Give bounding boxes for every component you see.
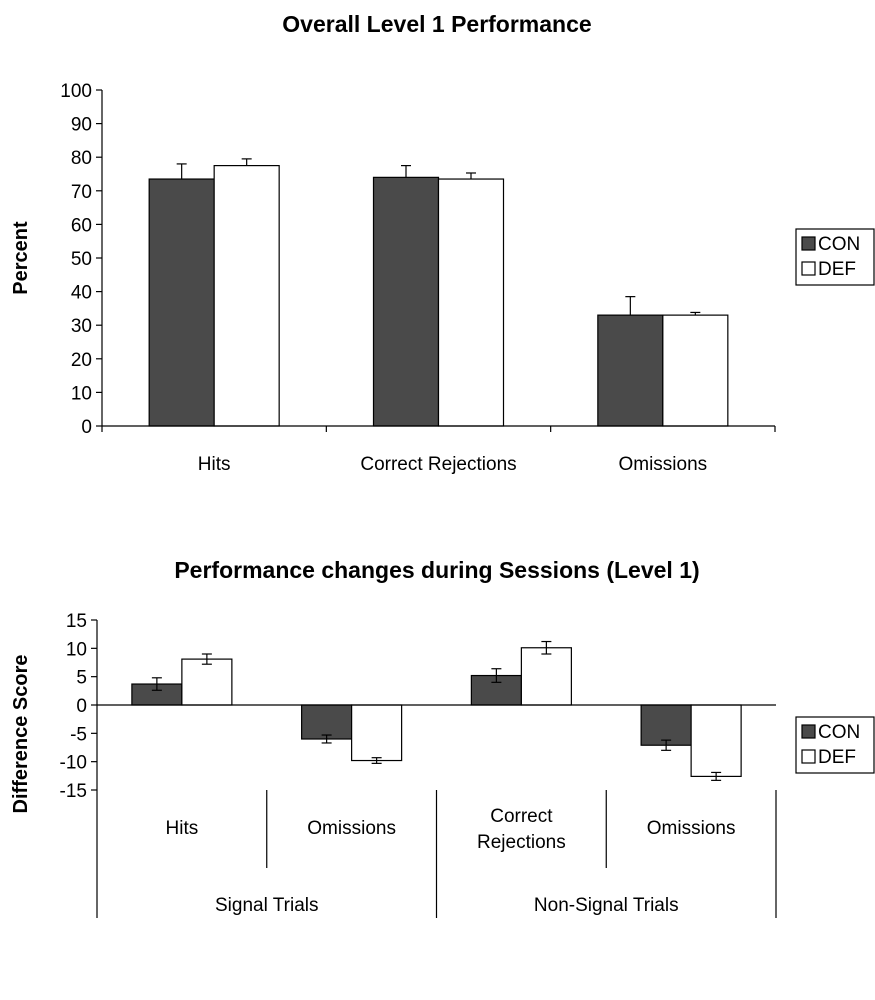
y-tick-label: 40 bbox=[71, 283, 92, 304]
y-tick-label: -5 bbox=[70, 724, 87, 745]
bar-con bbox=[640, 704, 692, 746]
bar-def bbox=[662, 314, 729, 427]
y-tick-label: 50 bbox=[71, 249, 92, 270]
bar-def bbox=[351, 704, 403, 762]
bar-con bbox=[301, 704, 353, 740]
bar-def bbox=[437, 178, 505, 427]
y-tick-label: 60 bbox=[71, 215, 92, 236]
y-tick-label: 80 bbox=[71, 148, 92, 169]
legend-swatch bbox=[801, 236, 816, 251]
group-label: Non-Signal Trials bbox=[534, 895, 679, 916]
x-tick-label: Hits bbox=[198, 454, 231, 475]
chart-title: Overall Level 1 Performance bbox=[282, 11, 591, 37]
bar-def bbox=[520, 647, 572, 706]
y-axis-label: Percent bbox=[10, 221, 32, 295]
x-tick-label: Omissions bbox=[618, 454, 707, 475]
x-tick-label: Hits bbox=[166, 818, 199, 839]
x-tick-label: Omissions bbox=[647, 818, 736, 839]
legend-label: DEF bbox=[818, 259, 856, 280]
legend-swatch bbox=[801, 724, 816, 739]
y-tick-label: 100 bbox=[60, 81, 92, 102]
y-tick-label: 5 bbox=[76, 668, 87, 689]
chart-title: Performance changes during Sessions (Lev… bbox=[174, 557, 699, 583]
bar-def bbox=[690, 704, 742, 778]
legend-label: CON bbox=[818, 234, 860, 255]
legend-swatch bbox=[801, 261, 816, 276]
y-tick-label: -15 bbox=[60, 781, 87, 802]
legend: CON DEF bbox=[795, 716, 875, 774]
y-tick-label: 0 bbox=[76, 696, 87, 717]
y-tick-label: 10 bbox=[71, 383, 92, 404]
x-tick-label: Correct Rejections bbox=[360, 454, 516, 475]
y-tick-label: 30 bbox=[71, 316, 92, 337]
group-label: Signal Trials bbox=[215, 895, 319, 916]
legend-label: DEF bbox=[818, 747, 856, 768]
legend-swatch bbox=[801, 749, 816, 764]
y-tick-label: 10 bbox=[66, 639, 87, 660]
x-tick-label: Omissions bbox=[307, 818, 396, 839]
bar-con bbox=[372, 176, 440, 427]
bar-def bbox=[181, 658, 233, 706]
y-tick-label: 90 bbox=[71, 115, 92, 136]
y-tick-label: 15 bbox=[66, 611, 87, 632]
chart-performance-changes: Performance changes during Sessions (Lev… bbox=[10, 557, 875, 918]
bar-def bbox=[213, 165, 280, 427]
y-tick-label: 20 bbox=[71, 350, 92, 371]
chart-overall-performance: Overall Level 1 Performance Percent 0 10 2… bbox=[10, 11, 875, 475]
bar-con bbox=[597, 314, 664, 427]
y-tick-label: -10 bbox=[60, 753, 87, 774]
legend-label: CON bbox=[818, 722, 860, 743]
legend: CON DEF bbox=[795, 228, 875, 286]
y-tick-label: 70 bbox=[71, 182, 92, 203]
bar-con bbox=[148, 178, 215, 427]
y-axis-label: Difference Score bbox=[10, 655, 32, 814]
x-tick-label: Correct Rejections bbox=[477, 806, 566, 853]
y-tick-label: 0 bbox=[81, 417, 92, 438]
